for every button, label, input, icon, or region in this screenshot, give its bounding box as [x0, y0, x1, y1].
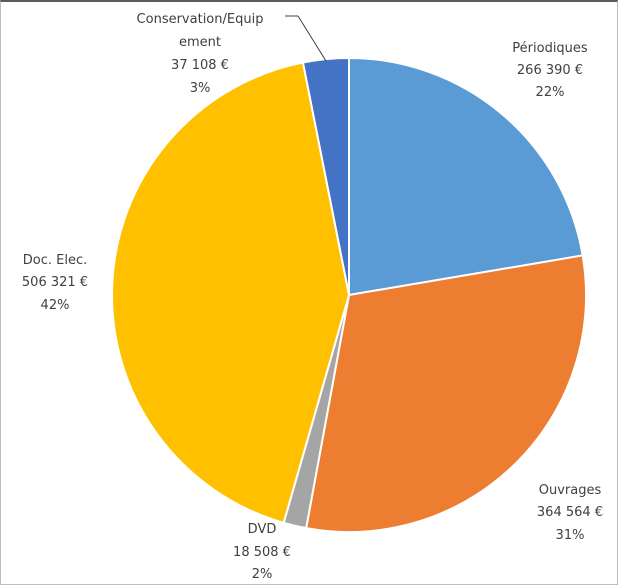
- label-periodiques-amount: 266 390 €: [517, 63, 583, 78]
- label-ouvrages-percent: 31%: [556, 528, 585, 543]
- pie-slice-ouvrages: [304, 254, 587, 533]
- pie-slice-conservation-equipement: [301, 56, 350, 296]
- label-conservation-percent: 3%: [190, 81, 211, 96]
- pie-slices: [111, 56, 587, 533]
- label-docelec-percent: 42%: [41, 298, 70, 313]
- leader-line-conservation: [297, 15, 327, 62]
- label-conservation-name-line2: ement: [179, 35, 221, 50]
- label-docelec-amount: 506 321 €: [22, 275, 88, 290]
- label-dvd-amount: 18 508 €: [233, 545, 291, 560]
- label-ouvrages-amount: 364 564 €: [537, 505, 603, 520]
- label-docelec-name: Doc. Elec.: [23, 253, 87, 268]
- label-periodiques-percent: 22%: [536, 85, 565, 100]
- pie-slice-doc-elec: [111, 61, 351, 525]
- label-dvd-percent: 2%: [252, 567, 273, 582]
- label-conservation-name-line1: Conservation/Equip: [137, 12, 264, 27]
- label-ouvrages-name: Ouvrages: [539, 483, 602, 498]
- pie-slice-p-riodiques: [348, 56, 584, 297]
- label-periodiques-name: Périodiques: [512, 41, 588, 56]
- label-conservation-amount: 37 108 €: [171, 58, 229, 73]
- label-dvd-name: DVD: [248, 522, 277, 537]
